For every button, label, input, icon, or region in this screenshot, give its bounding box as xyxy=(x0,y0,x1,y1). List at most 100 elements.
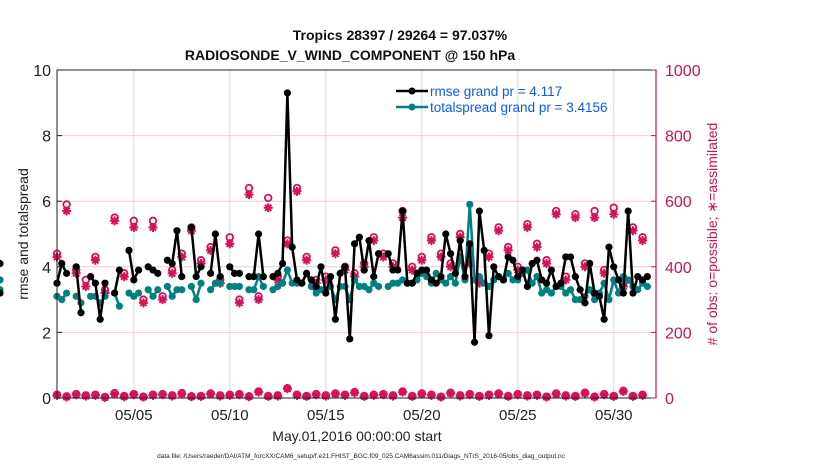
rmse-point xyxy=(211,230,219,238)
totalspread-point xyxy=(168,292,176,300)
rmse-point xyxy=(226,263,234,271)
obs-assimilated-point-low xyxy=(407,391,417,401)
rmse-point xyxy=(288,243,296,251)
obs-assimilated-point xyxy=(225,239,235,249)
obs-assimilated-point-low xyxy=(503,391,513,401)
y2-axis-label: # of obs: o=possible; ∗=assimilated xyxy=(704,123,720,346)
totalspread-point xyxy=(58,296,66,304)
obs-assimilated-point xyxy=(167,268,177,278)
rmse-point xyxy=(312,282,320,291)
totalspread-point xyxy=(115,302,123,310)
obs-assimilated-point xyxy=(148,222,158,232)
rmse-point xyxy=(514,273,522,281)
rmse-point xyxy=(470,338,479,346)
data-file-footnote: data file: /Users/raeder/DAI/ATM_forcXX/… xyxy=(157,453,566,460)
rmse-point xyxy=(187,223,195,232)
y-tick-label: 10 xyxy=(33,63,51,80)
legend-spread-label: totalspread grand pr = 3.4156 xyxy=(430,100,608,115)
rmse-point xyxy=(250,273,258,281)
rmse-point xyxy=(350,240,359,248)
totalspread-point xyxy=(283,266,291,274)
totalspread-point xyxy=(374,282,383,291)
rmse-point xyxy=(322,289,330,297)
rmse-point xyxy=(437,273,445,281)
rmse-point xyxy=(254,230,263,238)
totalspread-point xyxy=(278,279,287,287)
x-tick-label: 05/20 xyxy=(403,407,441,424)
rmse-point xyxy=(307,276,315,284)
obs-assimilated-point-low xyxy=(378,390,388,400)
rmse-point xyxy=(619,289,627,297)
obs-assimilated-point-low xyxy=(196,391,206,401)
obs-assimilated-point-low xyxy=(398,387,408,397)
rmse-point xyxy=(451,269,459,277)
x-tick-label: 05/15 xyxy=(307,407,345,424)
rmse-point xyxy=(283,89,291,97)
rmse-point xyxy=(298,279,306,287)
chart-title: Tropics 28397 / 29264 = 97.037% xyxy=(293,27,508,43)
rmse-line xyxy=(89,275,107,321)
obs-assimilated-point-low xyxy=(321,391,331,401)
rmse-point xyxy=(475,207,483,215)
obs-assimilated-point xyxy=(234,298,244,308)
legend-rmse-marker xyxy=(408,87,416,95)
rmse-point xyxy=(360,266,368,274)
line-layer xyxy=(0,89,651,346)
totalspread-point xyxy=(566,286,575,294)
obs-assimilated-point-low xyxy=(369,390,379,400)
obs-assimilated-point-low xyxy=(129,390,139,400)
rmse-point xyxy=(0,289,4,297)
totalspread-point xyxy=(144,286,152,294)
rmse-point xyxy=(58,259,66,268)
rmse-point xyxy=(509,256,517,264)
rmse-line xyxy=(113,269,121,294)
y2-axis: 0 200 400 600 800 1000 xyxy=(651,63,701,408)
obs-assimilated-point xyxy=(551,209,561,219)
totalspread-point xyxy=(197,279,205,287)
totalspread-point xyxy=(187,282,195,291)
rmse-point xyxy=(278,259,287,268)
x-tick-label: 05/05 xyxy=(115,407,153,424)
rmse-point xyxy=(518,266,527,274)
rmse-point xyxy=(216,273,224,281)
rmse-point xyxy=(394,266,402,274)
rmse-point xyxy=(86,273,95,281)
rmse-point xyxy=(365,236,373,245)
obs-assimilated-point-low xyxy=(359,391,369,401)
obs-assimilated-point-low xyxy=(474,391,484,401)
totalspread-point xyxy=(206,286,215,294)
legend-spread-marker xyxy=(408,103,416,111)
obs-assimilated-point xyxy=(570,213,580,223)
obs-assimilated-point-low xyxy=(551,389,561,399)
obs-assimilated-point-low xyxy=(455,391,465,401)
totalspread-point xyxy=(442,279,450,287)
obs-assimilated-point-low xyxy=(282,384,292,394)
obs-assimilated-point-low xyxy=(590,392,600,402)
rmse-point xyxy=(154,269,162,277)
obs-assimilated-point-low xyxy=(206,389,216,399)
rmse-point xyxy=(485,332,493,340)
obs-assimilated-point xyxy=(129,222,139,232)
obs-assimilated-point-low xyxy=(417,389,427,399)
obs-assimilated-point xyxy=(110,216,120,226)
obs-assimilated-point xyxy=(426,236,436,246)
obs-assimilated-point-low xyxy=(609,391,619,401)
rmse-point xyxy=(595,292,603,300)
y2-tick-label: 600 xyxy=(665,194,692,211)
obs-assimilated-point xyxy=(81,281,91,291)
y-axis-label: rmse and totalspread xyxy=(15,168,31,300)
rmse-point xyxy=(326,273,335,281)
obs-assimilated-point-low xyxy=(225,390,235,400)
obs-assimilated-point xyxy=(417,255,427,265)
rmse-point xyxy=(115,266,123,274)
totalspread-point xyxy=(216,279,224,287)
y-tick-label: 6 xyxy=(42,194,51,211)
rmse-point xyxy=(581,299,589,307)
rmse-point xyxy=(130,276,138,284)
totalspread-point xyxy=(149,292,157,300)
y2-tick-label: 400 xyxy=(665,260,692,277)
rmse-point xyxy=(173,227,181,235)
obs-assimilated-point xyxy=(158,295,168,305)
totalspread-point xyxy=(134,289,143,297)
rmse-point xyxy=(178,273,186,281)
